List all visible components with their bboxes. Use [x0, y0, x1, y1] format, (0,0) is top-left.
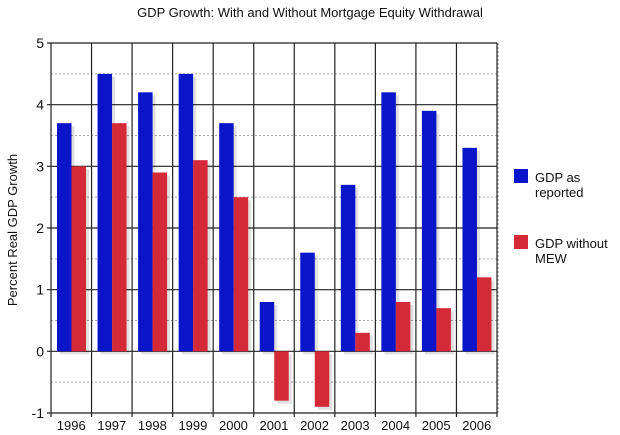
bar-gdp-without-mew: [193, 160, 208, 352]
y-tick-label: 1: [36, 282, 44, 298]
bar-gdp-reported: [300, 252, 315, 352]
x-tick-label: 1999: [178, 418, 207, 433]
x-tick-label: 2002: [300, 418, 329, 433]
bar-gdp-without-mew: [112, 123, 127, 352]
legend-label: GDP as: [535, 170, 581, 185]
x-tick-label: 1996: [57, 418, 86, 433]
bar-gdp-without-mew: [314, 351, 330, 407]
y-tick-label: 0: [36, 343, 44, 359]
bar-gdp-reported: [462, 147, 477, 352]
bar-gdp-without-mew: [233, 197, 249, 352]
x-tick-label: 2006: [462, 418, 491, 433]
bar-gdp-without-mew: [395, 302, 411, 352]
y-tick-label: 3: [36, 158, 44, 174]
x-tick-label: 2004: [381, 418, 410, 433]
bar-gdp-reported: [259, 302, 275, 352]
bar-gdp-reported: [57, 123, 72, 352]
bar-gdp-reported: [97, 73, 113, 352]
bar-gdp-reported: [340, 184, 356, 352]
y-tick-label: -1: [32, 405, 45, 421]
bar-gdp-reported: [381, 92, 396, 352]
legend-swatch: [514, 169, 528, 183]
legend-label: reported: [535, 185, 583, 200]
bar-gdp-reported: [178, 73, 194, 352]
bar-gdp-without-mew: [436, 308, 451, 352]
y-axis-label: Percent Real GDP Growth: [5, 154, 20, 306]
chart-title: GDP Growth: With and Without Mortgage Eq…: [137, 5, 483, 20]
x-tick-label: 2001: [260, 418, 289, 433]
x-tick-label: 1997: [97, 418, 126, 433]
bar-gdp-without-mew: [476, 277, 492, 352]
legend-label: GDP without: [535, 236, 608, 251]
x-tick-label: 2003: [341, 418, 370, 433]
bar-gdp-without-mew: [355, 332, 370, 352]
x-tick-label: 2000: [219, 418, 248, 433]
y-tick-label: 5: [36, 35, 44, 51]
bar-gdp-without-mew: [274, 351, 289, 401]
bar-gdp-reported: [138, 92, 153, 352]
legend-swatch: [514, 235, 528, 249]
bar-gdp-without-mew: [152, 172, 168, 352]
bar-gdp-without-mew: [71, 166, 86, 352]
legend-label: MEW: [535, 251, 568, 266]
x-tick-label: 1998: [138, 418, 167, 433]
y-tick-label: 4: [36, 97, 44, 113]
bar-gdp-reported: [421, 110, 437, 352]
x-tick-label: 2005: [422, 418, 451, 433]
y-tick-label: 2: [36, 220, 44, 236]
bar-gdp-reported: [219, 123, 234, 352]
